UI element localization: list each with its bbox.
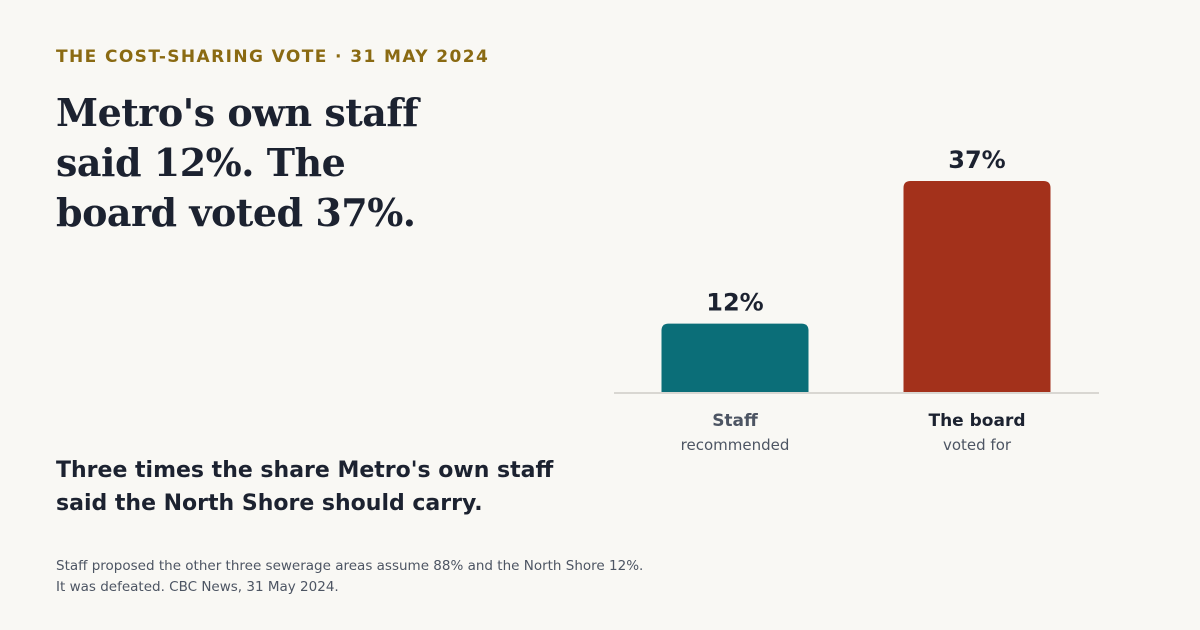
headline: Metro's own staff said 12%. The board vo… bbox=[56, 90, 419, 235]
subhead: Three times the share Metro's own staff … bbox=[56, 458, 554, 516]
category-label-board: The board bbox=[928, 411, 1025, 431]
source-note: Staff proposed the other three sewerage … bbox=[56, 558, 644, 595]
bar-board bbox=[903, 181, 1051, 392]
labels-layer: 12% Staff recommended 37% The board voted for bbox=[681, 146, 1026, 454]
category-subtitle-staff: recommended bbox=[681, 436, 790, 454]
category-subtitle-board: voted for bbox=[943, 436, 1012, 454]
kicker: THE COST-SHARING VOTE · 31 MAY 2024 bbox=[56, 47, 490, 67]
category-label-staff: Staff bbox=[712, 411, 758, 431]
value-label-board: 37% bbox=[948, 146, 1005, 174]
bars-layer bbox=[661, 181, 1051, 392]
bar-staff bbox=[661, 323, 809, 392]
value-label-staff: 12% bbox=[706, 289, 763, 317]
